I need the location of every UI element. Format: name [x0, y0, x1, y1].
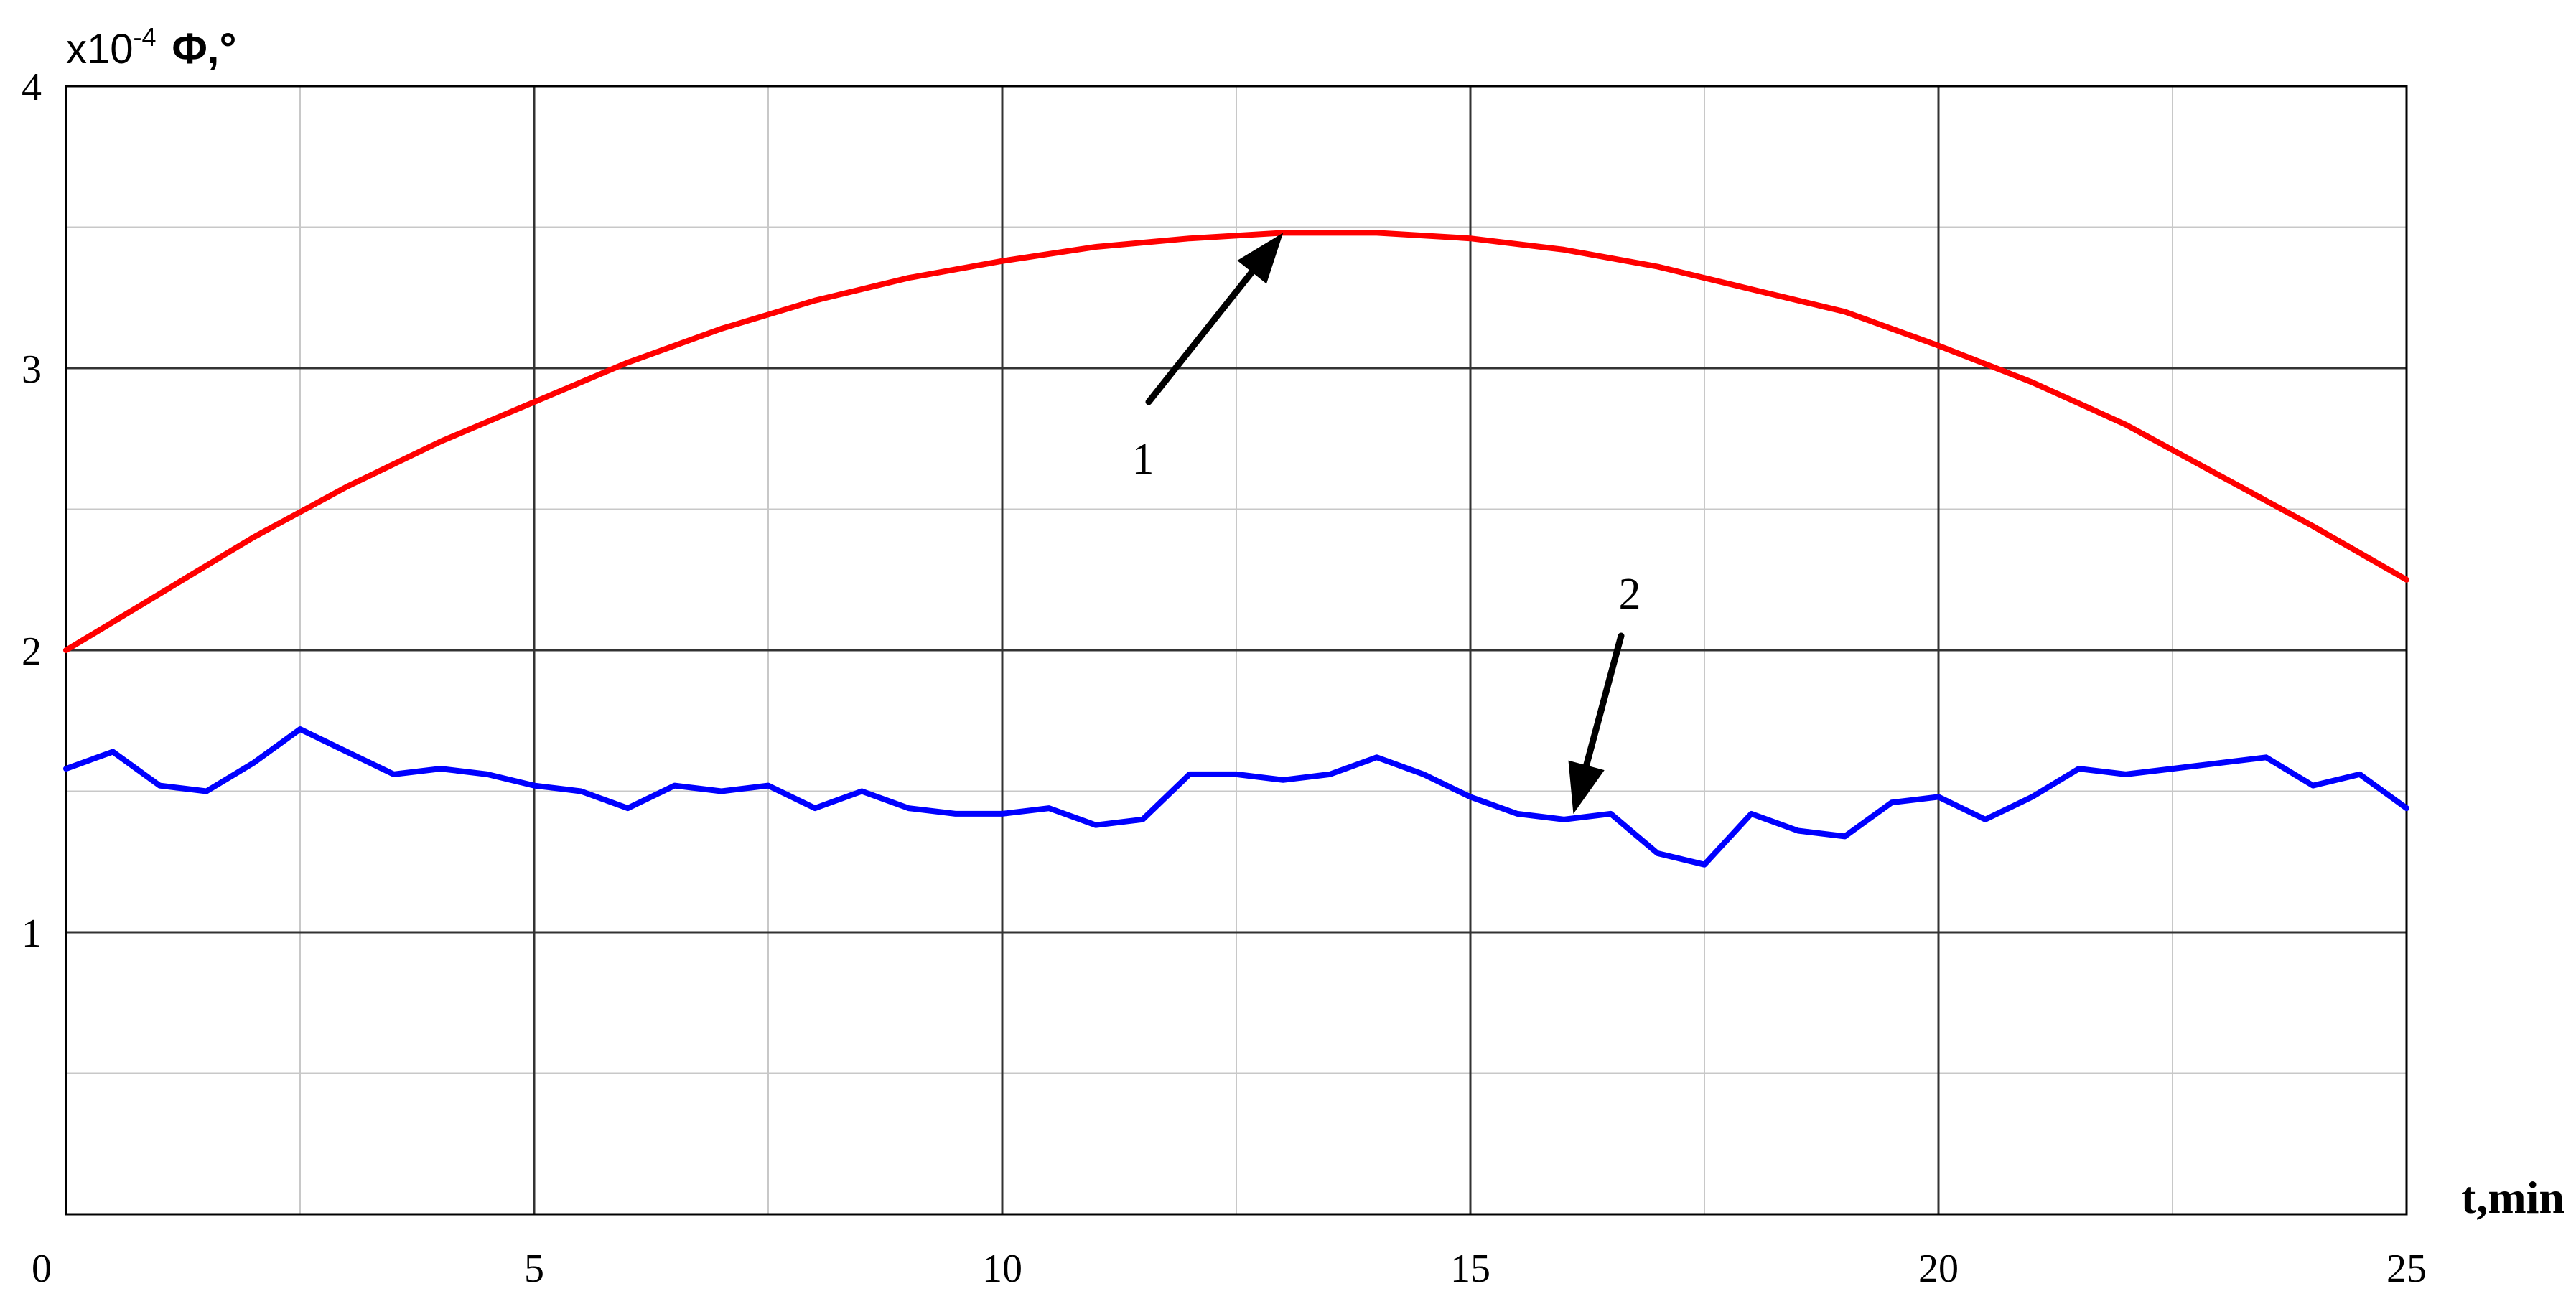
annotation-arrow-shaft-1 [1145, 268, 1256, 405]
y-tick-label: 2 [22, 629, 42, 674]
y-axis-title: Φ,° [172, 24, 237, 72]
y-axis-label: x10-4 Φ,° [66, 22, 236, 72]
series-line-2 [63, 726, 2409, 868]
series-layer [63, 230, 2409, 868]
annotation-arrow-shaft-2 [1583, 632, 1625, 769]
y-tick-label: 1 [22, 911, 42, 956]
grid-layer [65, 85, 2408, 1216]
annotation-label-2: 2 [1619, 570, 1641, 619]
x-tick-label: 20 [1918, 1247, 1959, 1291]
x-tick-label: 0 [32, 1247, 52, 1291]
y-tick-label: 4 [22, 65, 42, 110]
annotation-label-1: 1 [1132, 435, 1154, 484]
annotation-arrow-head-2 [1568, 760, 1605, 814]
series-line-1 [63, 230, 2409, 653]
y-tick-label: 3 [22, 347, 42, 392]
annotation-arrow-head-1 [1237, 233, 1284, 284]
x-axis-label: t,min [2461, 1172, 2565, 1223]
y-axis-scale-prefix: x10 [66, 26, 134, 72]
annotation-layer: 12 [1132, 233, 1641, 814]
x-tick-label: 15 [1450, 1247, 1490, 1291]
y-axis-scale-exponent: -4 [134, 22, 157, 52]
x-tick-label: 5 [524, 1247, 544, 1291]
x-tick-label: 25 [2386, 1247, 2427, 1291]
x-tick-label: 10 [982, 1247, 1022, 1291]
